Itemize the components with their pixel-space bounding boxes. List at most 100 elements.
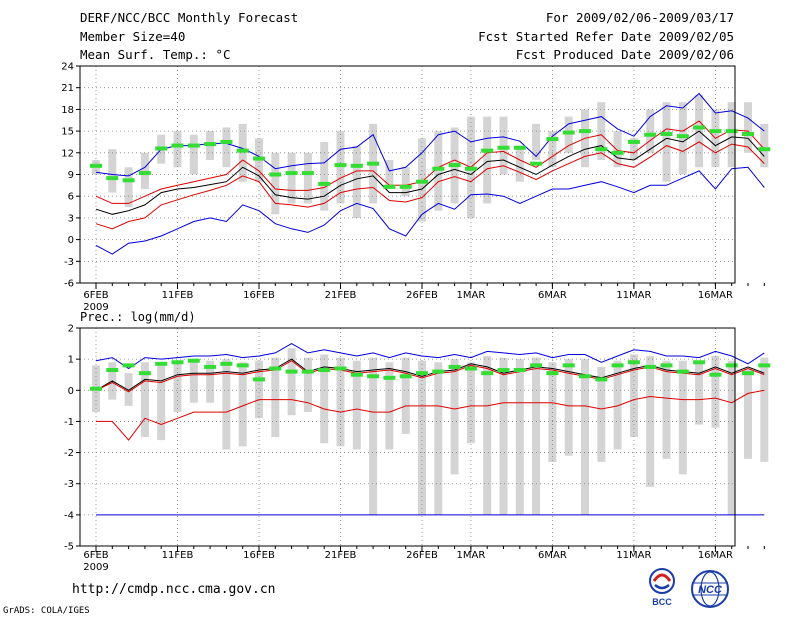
series-line-lower (96, 389, 765, 441)
member-spread-box (711, 356, 720, 428)
observation-marker (464, 366, 477, 371)
observation-marker (660, 363, 673, 368)
x-tick-label: 26FEB (406, 290, 438, 301)
member-spread-box (140, 362, 149, 437)
member-spread-box (157, 363, 166, 441)
forecast-period: For 2009/02/06-2009/03/17 (545, 10, 734, 25)
observation-marker (481, 148, 494, 153)
member-spread-box (222, 127, 231, 168)
member-spread-box (173, 362, 182, 413)
observation-marker (693, 125, 706, 130)
observation-marker (725, 363, 738, 368)
x-tick-label: 16FEB (243, 550, 275, 561)
observation-marker (595, 147, 608, 152)
member-spread-box (646, 109, 655, 153)
observation-marker (611, 363, 624, 368)
observation-marker (464, 166, 477, 171)
observation-marker (138, 171, 151, 176)
y-tick-label: 21 (61, 83, 74, 94)
member-spread-box (434, 362, 443, 515)
observation-marker (611, 150, 624, 155)
y-tick-label: 1 (68, 355, 74, 366)
member-spread-box (401, 357, 410, 434)
member-spread-box (613, 131, 622, 168)
member-spread-box (271, 357, 280, 437)
observation-marker (334, 163, 347, 168)
member-spread-box (564, 359, 573, 456)
observation-marker (155, 361, 168, 366)
y-tick-label: 12 (61, 148, 74, 159)
observation-marker (693, 360, 706, 365)
member-spread-box (744, 102, 752, 153)
observation-marker (497, 368, 510, 373)
observation-marker (204, 142, 217, 147)
member-spread-box (336, 357, 345, 447)
observation-marker (334, 366, 347, 371)
member-spread-box (352, 360, 361, 450)
ncc-logo: NCC (688, 569, 732, 609)
observation-marker (253, 377, 265, 382)
observation-marker (236, 363, 249, 368)
observation-marker (546, 137, 559, 142)
observation-marker (448, 163, 461, 168)
member-spread-box (385, 362, 394, 450)
x-tick-label: 6FEB (83, 290, 108, 301)
observation-marker (220, 361, 233, 366)
member-spread-box (108, 149, 117, 193)
member-spread-box (678, 102, 687, 175)
y-tick-label: -3 (64, 257, 74, 268)
series-line-max (95, 343, 765, 370)
variable-label: Mean Surf. Temp.: °C (80, 47, 231, 62)
observation-marker (285, 369, 298, 374)
observation-marker (220, 139, 233, 144)
observation-marker (171, 360, 184, 365)
observation-marker (187, 143, 200, 148)
observation-marker (448, 364, 461, 369)
observation-marker (383, 184, 396, 189)
observation-marker (90, 163, 102, 168)
member-spread-box (662, 102, 671, 182)
member-spread-box (760, 123, 769, 168)
series-line-mean (95, 130, 765, 215)
series-line-upper (95, 120, 765, 204)
observation-marker (367, 374, 380, 379)
member-spread-box (532, 357, 541, 515)
observation-marker (644, 364, 657, 369)
observation-marker (432, 166, 445, 171)
y-tick-label: 0 (68, 386, 74, 397)
member-spread-box (662, 360, 671, 459)
member-spread-box (515, 359, 524, 515)
x-year-label: 2009 (83, 562, 108, 573)
plot-frame (79, 327, 736, 547)
member-spread-box (255, 360, 263, 419)
y-tick-label: 6 (68, 192, 74, 203)
x-tick-label: 11FEB (162, 290, 194, 301)
member-spread-box (695, 362, 704, 425)
source-url[interactable]: http://cmdp.ncc.cma.gov.cn (72, 582, 276, 597)
x-tick-label: 1MAR (457, 550, 486, 561)
member-spread-box (597, 366, 606, 462)
observation-marker (383, 375, 396, 380)
observation-marker (530, 161, 543, 166)
member-spread-box (581, 359, 589, 515)
observation-marker (269, 172, 282, 177)
observation-marker (350, 372, 363, 377)
observation-marker (758, 363, 771, 368)
observation-marker (122, 178, 135, 183)
member-spread-box (548, 131, 557, 168)
member-spread-box (401, 167, 410, 197)
y-tick-label: -2 (64, 448, 74, 459)
observation-marker (318, 181, 331, 186)
observation-marker (546, 371, 559, 376)
x-tick-label: 6MAR (538, 550, 567, 561)
member-spread-box (352, 145, 361, 218)
member-spread-box (532, 123, 541, 161)
observation-marker (155, 146, 168, 151)
observation-marker (122, 363, 135, 368)
member-spread-box (760, 357, 769, 462)
x-tick-label: 16MAR (698, 550, 733, 561)
temperature-chart: -6 -3 0 3 6 9 12 15 18 21 24 6FEB 11FEB 16FEB 21FEB 26F… (61, 62, 771, 313)
observation-marker (138, 371, 151, 376)
x-tick-label: 6MAR (538, 290, 567, 301)
y-tick-label: 18 (61, 105, 74, 116)
